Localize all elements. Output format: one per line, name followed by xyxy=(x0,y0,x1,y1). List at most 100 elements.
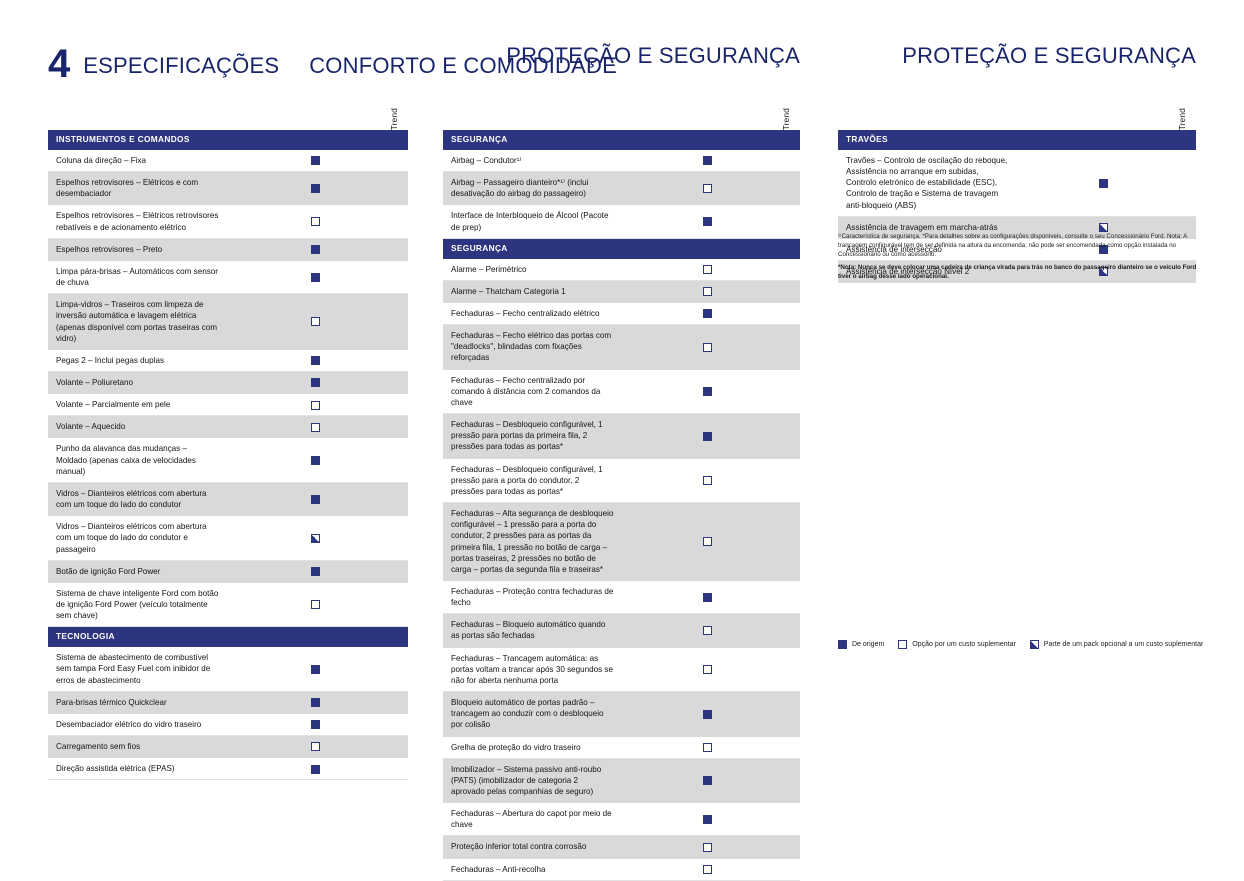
availability-cell xyxy=(621,736,800,759)
availability-cell xyxy=(228,293,408,350)
mark-standard-icon xyxy=(703,217,713,227)
mark-standard-icon xyxy=(838,640,847,649)
section-header-row: TRAVÕES xyxy=(838,130,1196,150)
availability-cell xyxy=(621,324,800,370)
availability-cell xyxy=(621,691,800,737)
availability-cell xyxy=(228,349,408,372)
availability-cell xyxy=(228,647,408,692)
mark-optional-cost-icon xyxy=(703,476,713,486)
mark-optional-cost-icon xyxy=(310,422,320,432)
availability-cell xyxy=(621,613,800,648)
availability-cell xyxy=(228,515,408,561)
feature-label: Grelha de proteção do vidro traseiro xyxy=(443,736,622,759)
table-row: Espelhos retrovisores – Elétricos retrov… xyxy=(48,204,408,239)
feature-label: Pegas 2 – Inclui pegas duplas xyxy=(48,349,228,372)
feature-label: Vidros – Dianteiros elétricos com abertu… xyxy=(48,482,228,517)
table-row: Imobilizador – Sistema passivo anti-roub… xyxy=(443,758,800,804)
availability-cell xyxy=(228,149,408,173)
feature-label: Volante – Parcialmente em pele xyxy=(48,393,228,417)
legend-item: Parte de um pack opcional a um custo sup… xyxy=(1029,640,1203,649)
feature-label: Proteção inferior total contra corrosão xyxy=(443,835,622,859)
mark-standard-icon xyxy=(310,494,320,504)
availability-cell xyxy=(228,582,408,628)
trim-label: Trend xyxy=(1177,107,1187,130)
trim-label: Trend xyxy=(389,107,399,130)
table-row: Limpa pára-brisas – Automáticos com sens… xyxy=(48,260,408,295)
feature-label: Para-brisas térmico Quickclear xyxy=(48,691,228,714)
feature-label: Desembaciador elétrico do vidro traseiro xyxy=(48,713,228,737)
availability-cell xyxy=(228,735,408,759)
table-row: Para-brisas térmico Quickclear xyxy=(48,691,408,714)
mark-standard-icon xyxy=(310,272,320,282)
availability-cell xyxy=(228,371,408,395)
table-row: Bloqueio automático de portas padrão – t… xyxy=(443,691,800,737)
feature-label: Espelhos retrovisores – Elétricos e com … xyxy=(48,171,228,206)
table-row: Alarme – Perimétrico xyxy=(443,258,800,281)
mark-standard-icon xyxy=(1099,178,1108,188)
availability-cell xyxy=(621,458,800,504)
availability-cell xyxy=(228,560,408,583)
section-header-row: SEGURANÇA xyxy=(443,130,800,150)
feature-label: Assistência de intersecção Nível 2 xyxy=(838,260,1017,284)
availability-cell xyxy=(1017,149,1196,217)
specifications-page: 4 ESPECIFICAÇÕES CONFORTO E COMODIDADE P… xyxy=(0,40,1244,881)
availability-cell xyxy=(621,502,800,581)
spec-table-col-3: TRAVÕES Travões – Controlo de oscilação d… xyxy=(838,130,1196,284)
availability-cell xyxy=(621,258,800,281)
mark-optional-cost-icon xyxy=(310,217,320,227)
spec-table-body-3: TRAVÕES Travões – Controlo de oscilação d… xyxy=(838,130,1196,284)
mark-standard-icon xyxy=(310,356,320,366)
mark-standard-icon xyxy=(703,309,713,319)
availability-cell xyxy=(1017,238,1196,262)
table-row: Assistência de intersecção xyxy=(838,238,1196,262)
mark-standard-icon xyxy=(703,592,713,602)
mark-standard-icon xyxy=(310,567,320,577)
feature-label: Direção assistida elétrica (EPAS) xyxy=(48,757,228,781)
mark-optional-pack-icon xyxy=(1099,267,1108,277)
availability-cell xyxy=(621,204,800,239)
mark-standard-icon xyxy=(703,776,713,786)
table-row: Pegas 2 – Inclui pegas duplas xyxy=(48,349,408,372)
page-title: ESPECIFICAÇÕES xyxy=(83,53,280,78)
table-row: Fechaduras – Fecho centralizado por coma… xyxy=(443,369,800,415)
column-2-heading: PROTEÇÃO E SEGURANÇA xyxy=(506,43,800,68)
section-header-label: SEGURANÇA xyxy=(443,130,800,150)
availability-cell xyxy=(1017,260,1196,284)
table-row: Assistência de intersecção Nível 2 xyxy=(838,260,1196,284)
availability-cell xyxy=(228,204,408,239)
table-row: Grelha de proteção do vidro traseiro xyxy=(443,736,800,759)
page-header: 4 ESPECIFICAÇÕES CONFORTO E COMODIDADE P… xyxy=(0,40,1244,86)
table-row: Botão de ignição Ford Power xyxy=(48,560,408,583)
availability-cell xyxy=(228,171,408,206)
table-row: Vidros – Dianteiros elétricos com abertu… xyxy=(48,482,408,517)
availability-cell xyxy=(228,757,408,781)
section-header-label: SEGURANÇA xyxy=(443,238,800,259)
table-row: Proteção inferior total contra corrosão xyxy=(443,835,800,859)
table-row: Desembaciador elétrico do vidro traseiro xyxy=(48,713,408,737)
mark-optional-cost-icon xyxy=(703,864,713,874)
mark-optional-cost-icon xyxy=(898,640,908,649)
feature-label: Fechaduras – Alta segurança de desbloque… xyxy=(443,502,622,581)
feature-label: Fechaduras – Fecho centralizado elétrico xyxy=(443,302,622,326)
mark-optional-pack-icon xyxy=(1099,223,1108,233)
trim-header-col-2: Trend xyxy=(443,100,800,130)
spec-column-1: Trend INSTRUMENTOS E COMANDOS Coluna da d… xyxy=(48,100,408,781)
mark-standard-icon xyxy=(703,387,713,397)
feature-label: Alarme – Perimétrico xyxy=(443,258,622,281)
table-row: Limpa-vidros – Traseiros com limpeza de … xyxy=(48,293,408,350)
availability-cell xyxy=(621,858,800,881)
table-row: Fechaduras – Fecho elétrico das portas c… xyxy=(443,324,800,370)
table-row: Fechaduras – Alta segurança de desbloque… xyxy=(443,502,800,581)
table-row: Fechaduras – Desbloqueio configurável, 1… xyxy=(443,458,800,504)
footnote-block: ¹⁾Característica de segurança. *Para det… xyxy=(838,233,1198,286)
mark-optional-cost-icon xyxy=(703,342,713,352)
table-row: Punho da alavanca das mudanças – Moldado… xyxy=(48,437,408,483)
feature-label: Vidros – Dianteiros elétricos com abertu… xyxy=(48,515,228,561)
availability-cell xyxy=(621,802,800,837)
spec-table-body-2: SEGURANÇA Airbag – Condutor¹⁾ Airbag – Pas… xyxy=(443,130,800,881)
availability-cell xyxy=(621,302,800,326)
feature-label: Botão de ignição Ford Power xyxy=(48,560,228,583)
table-row: Coluna da direção – Fixa xyxy=(48,149,408,173)
mark-standard-icon xyxy=(310,245,320,255)
section-header-row: INSTRUMENTOS E COMANDOS xyxy=(48,130,408,150)
